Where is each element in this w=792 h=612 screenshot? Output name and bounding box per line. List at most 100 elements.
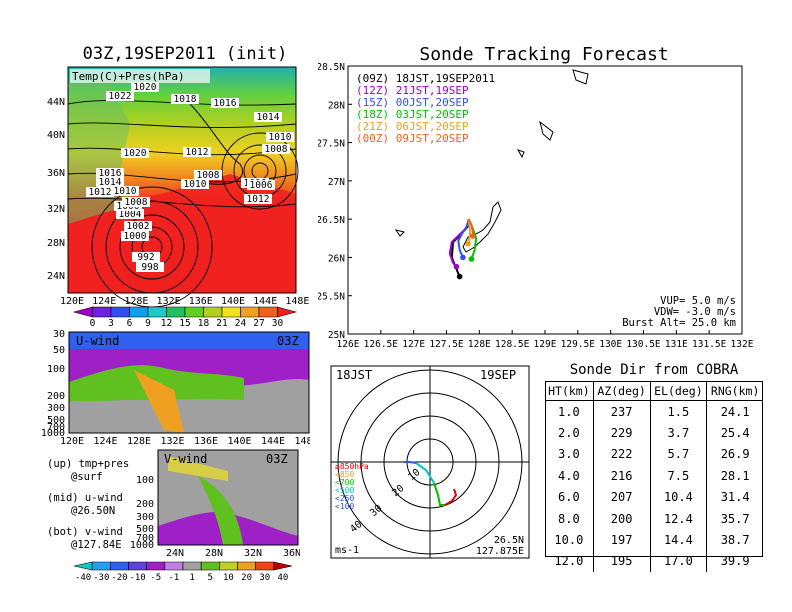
track-lon-tick: 128E xyxy=(468,339,491,350)
track-lon-tick: 127.5E xyxy=(429,339,464,350)
track-legend-entry: (15Z) 00JST,20SEP xyxy=(356,96,469,109)
okinawa-coast xyxy=(462,201,502,253)
track-lat-tick: 26.5N xyxy=(318,215,345,226)
u-wind-y-tick: 700 xyxy=(47,422,65,433)
map-lat-tick: 44N xyxy=(47,97,65,108)
wind-colorbar-tick: -20 xyxy=(111,573,127,583)
wind-colorbar-tick: 10 xyxy=(223,573,234,583)
table-cell: 197 xyxy=(592,529,651,551)
map-lon-tick: 124E xyxy=(92,296,116,307)
u-wind-x-tick: 144E xyxy=(261,436,285,446)
colorbar-swatch xyxy=(147,306,167,318)
polar-legend-entry: <700 xyxy=(335,478,354,487)
pressure-label: 1008 xyxy=(197,170,220,181)
pressure-label: 1004 xyxy=(119,209,142,220)
wind-colorbar-swatch xyxy=(182,561,202,571)
wind-colorbar-swatch xyxy=(255,561,275,571)
wind-colorbar-tick: 5 xyxy=(208,573,213,583)
table-row: 1.0 237 1.5 24.1 xyxy=(545,400,763,423)
u-wind-frame xyxy=(68,331,310,434)
track-lon-tick: 132E xyxy=(731,339,754,350)
v-wind-frame xyxy=(157,449,299,546)
wind-colorbar-tick: -30 xyxy=(93,573,109,583)
v-wind-x-tick: 24N xyxy=(166,548,184,559)
colorbar-swatch xyxy=(258,306,278,318)
pressure-label: 1022 xyxy=(109,91,132,102)
v-wind-y-tick: 700 xyxy=(136,533,154,544)
u-wind-time: 03Z xyxy=(277,334,299,348)
pressure-label: 1008 xyxy=(265,144,288,155)
wind-colorbar-tick: 40 xyxy=(277,573,288,583)
track-lat-tick: 26N xyxy=(328,253,345,264)
track-line xyxy=(457,218,470,258)
legend-note: (up) tmp+pres @surf xyxy=(47,458,130,483)
track-lat-tick: 27N xyxy=(328,177,345,188)
map-lat-tick: 32N xyxy=(47,204,65,215)
pressure-label: 1008 xyxy=(125,197,148,208)
table-cell: 200 xyxy=(592,507,651,530)
wind-colorbar-tick: 30 xyxy=(259,573,270,583)
v-wind-y-tick: 500 xyxy=(136,524,154,535)
map-lat-tick: 40N xyxy=(47,130,65,141)
table-cell: 6.0 xyxy=(558,490,580,505)
table-cell: 38.7 xyxy=(706,529,763,551)
table-cell: 7.5 xyxy=(649,465,707,487)
v-wind-x-tick: 32N xyxy=(244,548,262,559)
track-lon-tick: 131E xyxy=(665,339,688,350)
pressure-label: 1020 xyxy=(134,82,157,93)
colorbar-swatch xyxy=(110,306,130,318)
table-row: 8.0 200 12.4 35.7 xyxy=(545,507,763,530)
table-header: EL(deg) xyxy=(649,381,707,401)
u-wind-x-tick: 148E xyxy=(294,436,310,446)
colorbar-swatch xyxy=(72,306,93,318)
v-wind-y-tick: 200 xyxy=(136,499,154,510)
wind-colorbar-tick: -1 xyxy=(168,573,179,583)
colorbar-swatch xyxy=(129,306,149,318)
u-wind-x-tick: 128E xyxy=(127,436,151,446)
u-wind-label: U-wind xyxy=(76,334,119,348)
polar-unit: ms-1 xyxy=(335,545,359,556)
colorbar-tick: 24 xyxy=(235,318,247,326)
map-lon-tick: 144E xyxy=(253,296,277,307)
pressure-label: 1014 xyxy=(257,112,280,123)
track-lon-tick: 129E xyxy=(534,339,557,350)
table-cell: 24.1 xyxy=(706,400,763,423)
v-wind-y-tick: 300 xyxy=(136,512,154,523)
wind-colorbar-swatch xyxy=(110,561,129,571)
table-row: 6.0 207 10.4 31.4 xyxy=(545,486,763,508)
hodograph-blue xyxy=(404,461,417,464)
colorbar-tick: 15 xyxy=(179,318,190,326)
u-wind-y-tick: 50 xyxy=(53,345,65,356)
track-end-point xyxy=(468,256,475,262)
track-info-line: VDW= -3.0 m/s xyxy=(654,306,736,318)
colorbar-tick: 6 xyxy=(127,318,133,326)
pressure-label: 1010 xyxy=(114,186,137,197)
pressure-label: 1020 xyxy=(124,148,147,159)
map-lat-tick: 28N xyxy=(47,238,65,249)
polar-legend-entry: <100 xyxy=(335,502,354,511)
polar-legend-entry: <250 xyxy=(335,494,354,503)
legend-note: (bot) v-wind @127.84E xyxy=(47,526,123,551)
map-lat-tick: 36N xyxy=(47,168,65,179)
table-cell: 10.4 xyxy=(649,486,707,508)
map-lon-tick: 148E xyxy=(285,296,309,307)
track-lat-tick: 28N xyxy=(328,100,345,111)
track-line xyxy=(467,219,472,244)
table-cell: 222 xyxy=(592,443,651,466)
track-legend-entry: (00Z) 09JST,20SEP xyxy=(356,132,469,145)
wind-colorbar-tick: 20 xyxy=(241,573,252,583)
u-wind-x-tick: 132E xyxy=(160,436,184,446)
pressure-label: 998 xyxy=(141,262,158,273)
tracking-frame xyxy=(347,65,743,335)
v-wind-x-tick: 36N xyxy=(283,548,300,559)
table-cell: 17.0 xyxy=(649,550,707,573)
polar-lon: 127.875E xyxy=(476,546,524,557)
colorbar-tick: 9 xyxy=(145,318,151,326)
pressure-label: 1010 xyxy=(184,179,207,190)
track-end-point xyxy=(469,233,476,239)
map-field-label: Temp(C)+Pres(hPa) xyxy=(72,70,185,83)
track-legend-entry: (12Z) 21JST,19SEP xyxy=(356,84,469,97)
pressure-label: 1018 xyxy=(174,94,197,105)
polar-plot: 18JST 19SEP ≥850hPa<850<700<500<250<100 … xyxy=(330,365,530,559)
